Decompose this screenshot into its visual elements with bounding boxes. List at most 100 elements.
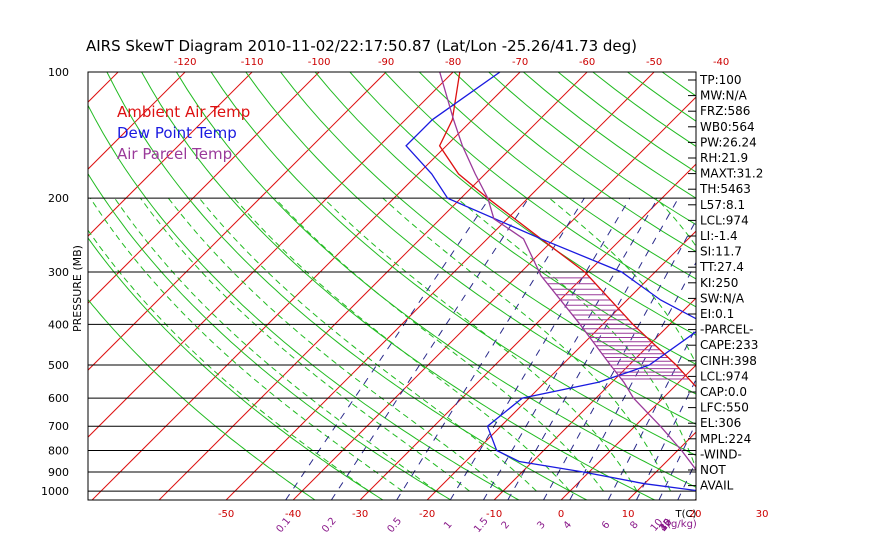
index-item: AVAIL xyxy=(700,479,734,493)
pressure-tick-label: 400 xyxy=(48,318,69,331)
top-temp-tick-label: -40 xyxy=(713,57,729,68)
y-axis-label: PRESSURE (MB) xyxy=(71,245,84,332)
index-item: LCL:974 xyxy=(700,369,749,383)
index-item: PW:26.24 xyxy=(700,135,757,149)
ambient-temp-line xyxy=(438,72,696,388)
isotherm xyxy=(762,72,870,500)
pressure-tick-label: 500 xyxy=(48,359,69,372)
isotherm xyxy=(829,72,870,500)
legend-entry: Dew Point Temp xyxy=(117,124,237,142)
index-item: CAP:0.0 xyxy=(700,385,747,399)
isotherm xyxy=(88,72,253,237)
dry-adiabat xyxy=(280,72,696,395)
dry-adiabat xyxy=(453,72,696,253)
moist-adiabat xyxy=(88,229,370,492)
index-item: MPL:224 xyxy=(700,432,751,446)
index-item: KI:250 xyxy=(700,276,738,290)
mixing-ratio-line xyxy=(285,197,490,500)
index-item: RH:21.9 xyxy=(700,151,748,165)
index-item: L57:8.1 xyxy=(700,198,745,212)
top-temperature-axis: -120 -110 -100 -90 -80 -70 -60 -50 -40 xyxy=(174,57,730,68)
top-temp-tick-label: -60 xyxy=(579,57,595,68)
chart-title: AIRS SkewT Diagram 2010-11-02/22:17:50.8… xyxy=(86,37,637,55)
mixing-ratio-line xyxy=(810,198,870,500)
index-item: TT:27.4 xyxy=(699,260,744,274)
plot-frame xyxy=(87,71,697,501)
mixing-ratio-line xyxy=(636,378,696,500)
profile-series xyxy=(405,72,696,492)
parcel-temp-line xyxy=(439,72,696,471)
isotherm xyxy=(88,72,387,371)
mixing-ratio-line xyxy=(449,197,631,500)
index-item: FRZ:586 xyxy=(700,104,750,118)
top-temp-tick-label: -110 xyxy=(241,57,264,68)
moist-adiabat xyxy=(114,197,437,492)
mixing-ratio-line xyxy=(396,197,585,500)
dewpoint-line xyxy=(405,72,696,492)
index-item: -PARCEL- xyxy=(700,323,754,337)
isotherm xyxy=(88,72,119,103)
bottom-temp-tick-label: 20 xyxy=(689,509,702,520)
dry-adiabat xyxy=(766,72,870,500)
bottom-temp-tick-label: 10 xyxy=(622,509,635,520)
mixing-ratio-label: 2 xyxy=(500,519,513,531)
dry-adiabat xyxy=(88,298,316,500)
pressure-axis: 1000 900 800 700 600 500 400 300 200 100 xyxy=(41,66,69,498)
legend-entry: Ambient Air Temp xyxy=(117,103,250,121)
mixing-ratio-label: 1 xyxy=(442,519,455,531)
dry-adiabat xyxy=(175,72,696,488)
top-temp-tick-label: -80 xyxy=(445,57,461,68)
index-item: LCL:974 xyxy=(700,213,749,227)
isotherm xyxy=(292,96,696,500)
dry-adiabat xyxy=(661,72,696,97)
mixing-ratio-label: 0.2 xyxy=(320,516,339,535)
dry-adiabat xyxy=(418,72,696,280)
mixing-ratio-label: 3 xyxy=(535,519,548,531)
top-temp-tick-label: -90 xyxy=(378,57,394,68)
pressure-tick-label: 100 xyxy=(48,66,69,79)
index-item: CAPE:233 xyxy=(700,338,758,352)
legend: Ambient Air Temp Dew Point Temp Air Parcel… xyxy=(117,103,250,163)
pressure-tick-label: 200 xyxy=(48,192,69,205)
mixing-ratio-line xyxy=(757,198,870,500)
mixing-ratio-label: 4 xyxy=(562,519,575,531)
top-temp-tick-label: -50 xyxy=(646,57,662,68)
mixing-ratio-line xyxy=(569,261,696,500)
index-item: MW:N/A xyxy=(700,89,748,103)
mixing-ratio-line xyxy=(507,197,679,500)
pressure-tick-label: 1000 xyxy=(41,485,69,498)
mixing-ratio-unit: (g/kg) xyxy=(667,519,697,530)
top-temp-tick-label: -70 xyxy=(512,57,528,68)
dry-adiabat xyxy=(88,237,384,500)
bottom-temp-tick-label: -50 xyxy=(218,509,234,520)
isotherm xyxy=(560,364,696,500)
mixing-ratio-line xyxy=(543,219,696,500)
moist-adiabat xyxy=(382,197,671,492)
mixing-ratio-label: 6 xyxy=(600,519,613,531)
cape-hatching xyxy=(542,277,689,380)
mixing-ratio-line xyxy=(777,198,870,500)
isobars xyxy=(88,197,696,492)
isotherm xyxy=(158,72,588,500)
isotherm xyxy=(225,72,655,500)
index-item: LFC:550 xyxy=(700,401,749,415)
index-item: CINH:398 xyxy=(700,354,757,368)
pressure-tick-label: 300 xyxy=(48,266,69,279)
index-item: -WIND- xyxy=(700,447,742,461)
isotherm xyxy=(88,72,186,170)
temp-unit-label: T(C) xyxy=(675,509,697,520)
mixing-ratio-line xyxy=(330,197,530,500)
mixing-ratio-label: 0.5 xyxy=(385,516,404,535)
bottom-temp-tick-label: -10 xyxy=(486,509,502,520)
dry-adiabat xyxy=(88,172,452,500)
isotherm xyxy=(493,297,696,500)
bottom-temp-tick-label: -30 xyxy=(352,509,368,520)
index-item: TH:5463 xyxy=(699,182,751,196)
dry-adiabat xyxy=(836,72,870,500)
index-item: EL:306 xyxy=(700,416,741,430)
isotherm xyxy=(91,72,521,500)
isotherm xyxy=(359,163,696,500)
dry-adiabat xyxy=(801,72,870,500)
index-item: EI:0.1 xyxy=(700,307,734,321)
